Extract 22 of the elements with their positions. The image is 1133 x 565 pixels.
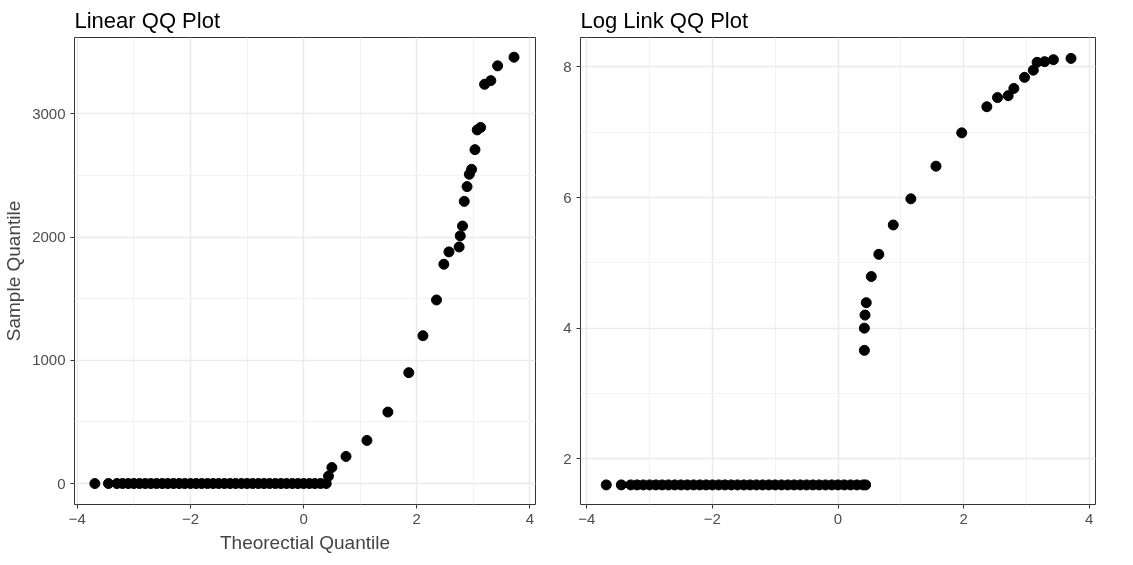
x-tick-label: −2 bbox=[181, 509, 200, 527]
x-tick-label: −2 bbox=[703, 509, 721, 527]
x-tick-label: 2 bbox=[412, 509, 421, 527]
x-tick-label: 0 bbox=[833, 509, 843, 527]
x-tick-label: 2 bbox=[959, 509, 968, 527]
x-tick-label: −4 bbox=[578, 509, 596, 527]
y-tick-label: 0 bbox=[57, 474, 66, 492]
y-tick-label: 1000 bbox=[32, 351, 66, 369]
chart-title: Linear QQ Plot bbox=[74, 7, 221, 33]
y-tick-label: 8 bbox=[563, 57, 572, 75]
x-tick-label: 0 bbox=[299, 509, 308, 527]
x-tick-label: 4 bbox=[525, 509, 535, 527]
x-tick-label: −4 bbox=[68, 509, 86, 527]
y-axis-title: Sample Quantile bbox=[3, 200, 25, 342]
chart-title: Log Link QQ Plot bbox=[580, 7, 749, 33]
y-tick-label: 3000 bbox=[32, 104, 66, 122]
y-tick-label: 2000 bbox=[32, 228, 66, 246]
y-tick-label: 6 bbox=[563, 188, 572, 206]
y-tick-label: 4 bbox=[563, 319, 572, 337]
x-axis-title: Theorectial Quantile bbox=[219, 531, 391, 553]
y-tick-label: 2 bbox=[563, 449, 572, 467]
x-tick-label: 4 bbox=[1085, 509, 1094, 527]
